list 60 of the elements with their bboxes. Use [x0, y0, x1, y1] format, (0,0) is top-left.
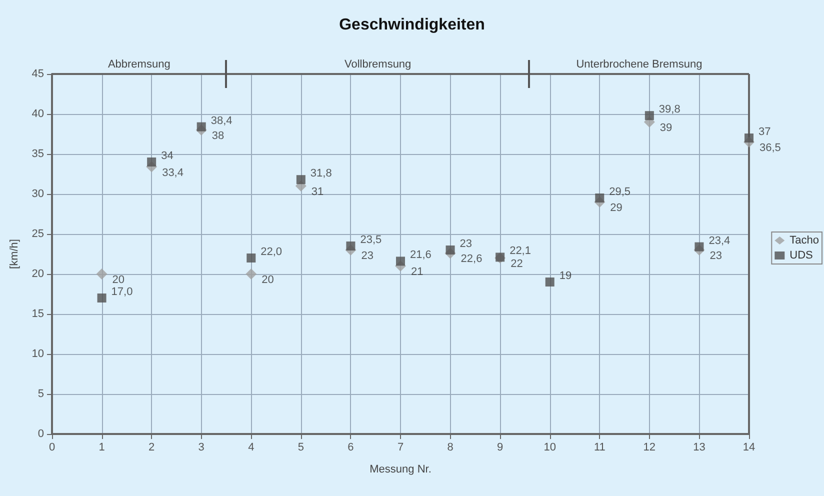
data-label: 38,4 — [210, 114, 232, 127]
x-tick-label: 7 — [397, 442, 404, 454]
data-label: 20 — [112, 274, 125, 286]
y-tick-label: 0 — [38, 428, 44, 440]
y-tick-label: 25 — [32, 228, 44, 240]
x-tick-label: 12 — [643, 442, 656, 454]
y-tick-label: 15 — [32, 308, 44, 320]
data-label: 39,8 — [658, 104, 680, 116]
x-tick-label: 14 — [742, 442, 756, 454]
x-tick-label: 5 — [298, 442, 304, 454]
data-label: 23 — [710, 250, 722, 262]
y-tick-label: 10 — [32, 348, 44, 360]
y-tick-label: 5 — [38, 388, 44, 400]
text: Unterbrochene Bremsung — [576, 58, 702, 70]
data-label: 37 — [758, 126, 771, 138]
y-tick-label: 30 — [32, 188, 44, 200]
text: Abbremsung — [108, 58, 170, 70]
legend-label: Tacho — [790, 234, 820, 246]
text: Vollbremsung — [344, 58, 412, 70]
data-label: 22,6 — [460, 253, 482, 266]
data-label: 34 — [161, 150, 174, 162]
data-label: 31 — [311, 186, 324, 198]
x-tick-label: 3 — [198, 442, 204, 454]
x-tick-label: 8 — [447, 442, 454, 454]
x-tick-label: 4 — [248, 442, 254, 454]
data-label: 23 — [460, 238, 472, 250]
data-label: 22,1 — [510, 245, 531, 258]
x-axis-title: Messung Nr. — [370, 464, 432, 476]
x-tick-label: 6 — [348, 442, 354, 454]
data-label: 20 — [262, 274, 274, 286]
x-tick-label: 0 — [48, 442, 56, 454]
data-label: 23,4 — [708, 234, 730, 247]
data-label: 22,0 — [260, 246, 282, 258]
data-label: 23 — [361, 250, 374, 262]
data-label: 23,5 — [360, 234, 382, 246]
data-label: 22 — [510, 258, 523, 270]
data-label: 39 — [660, 122, 672, 134]
x-tick-label: 13 — [693, 442, 706, 454]
chart-title: Geschwindigkeiten — [339, 16, 485, 34]
data-label: 29 — [610, 202, 622, 214]
x-tick-label: 9 — [497, 442, 504, 454]
x-tick-label: 11 — [594, 442, 606, 454]
data-label: 31,8 — [310, 168, 332, 180]
data-label: 36,5 — [760, 142, 781, 154]
data-label: 17,0 — [111, 286, 133, 298]
data-label: 21 — [411, 266, 424, 278]
data-label: 33,4 — [162, 166, 184, 179]
y-tick-label: 35 — [32, 148, 44, 160]
legend-label: UDS — [790, 250, 813, 262]
x-tick-label: 2 — [148, 442, 155, 454]
x-tick-label: 1 — [98, 442, 105, 454]
data-label: 29,5 — [609, 186, 631, 198]
y-axis-title: [km/h] — [8, 239, 20, 269]
data-label: 38 — [212, 130, 224, 142]
y-tick-label: 20 — [32, 268, 44, 280]
y-tick-label: 45 — [32, 68, 44, 80]
y-tick-label: 40 — [32, 108, 44, 120]
data-label: 19 — [559, 270, 572, 282]
x-tick-label: 10 — [544, 442, 556, 454]
data-label: 21,6 — [410, 249, 432, 262]
